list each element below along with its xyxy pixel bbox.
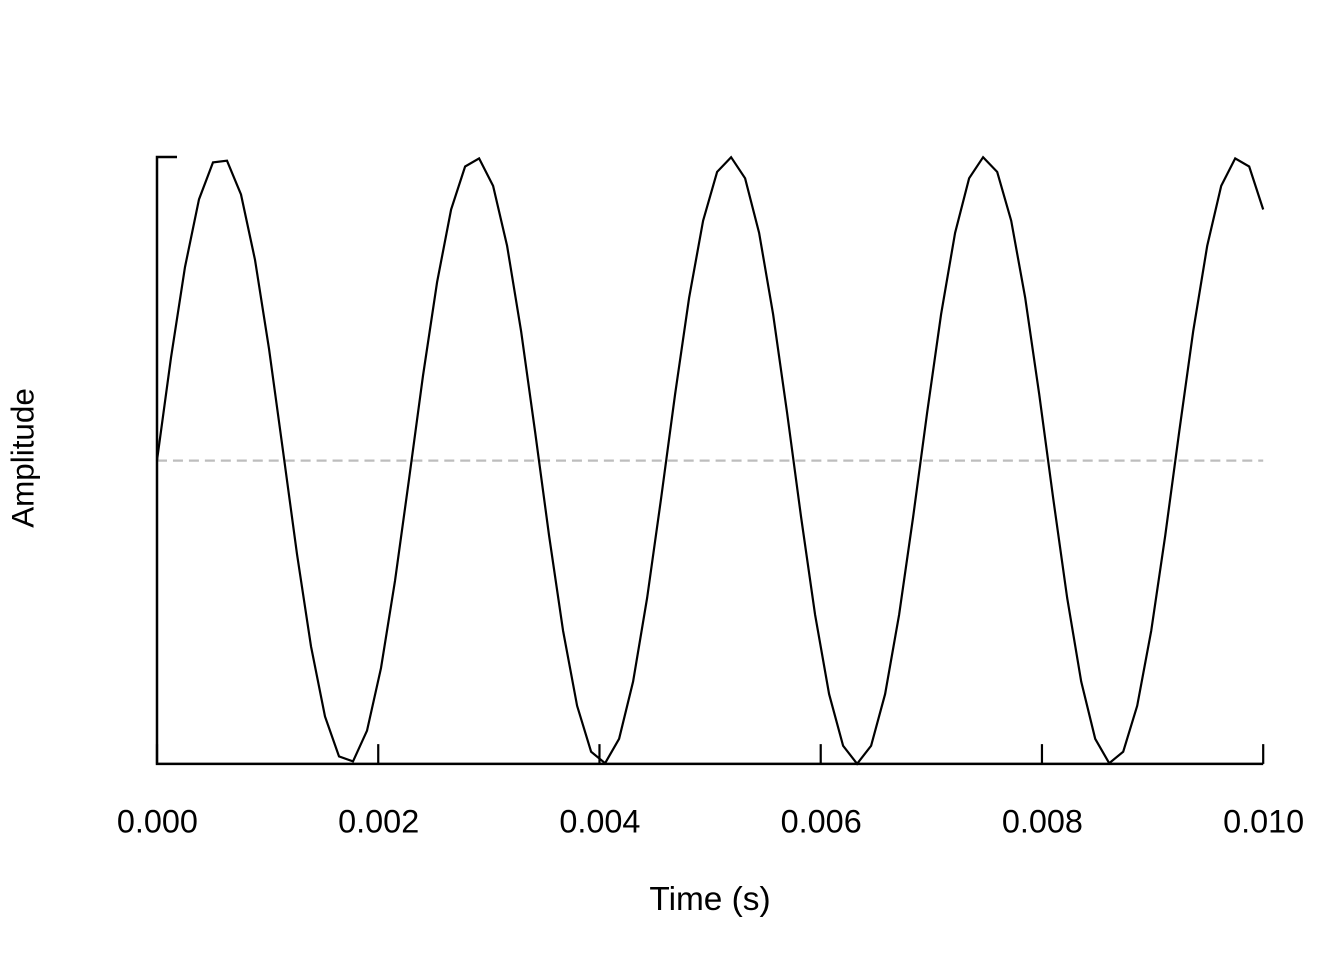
svg-text:0.008: 0.008 — [1002, 804, 1083, 840]
svg-text:0.006: 0.006 — [781, 804, 862, 840]
svg-text:0.010: 0.010 — [1223, 804, 1304, 840]
svg-text:Amplitude: Amplitude — [6, 388, 41, 528]
svg-text:0.000: 0.000 — [117, 804, 198, 840]
svg-text:0.004: 0.004 — [559, 804, 640, 840]
svg-text:0.002: 0.002 — [338, 804, 419, 840]
svg-text:Time (s): Time (s) — [649, 881, 770, 918]
